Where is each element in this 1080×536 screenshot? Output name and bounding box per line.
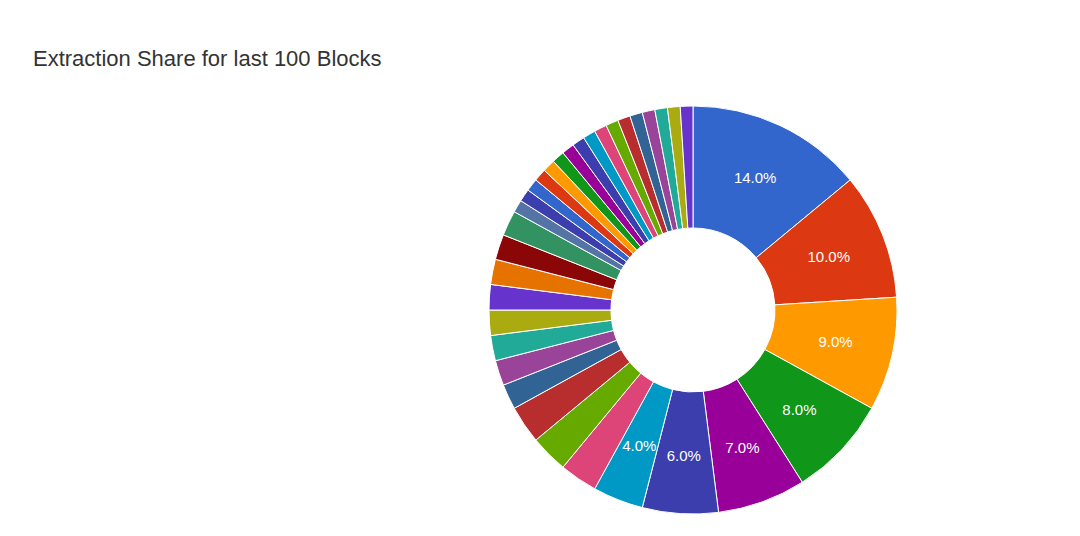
svg-text:9.0%: 9.0%: [818, 333, 852, 350]
svg-text:10.0%: 10.0%: [807, 248, 850, 265]
svg-text:Extraction Share for last 100: Extraction Share for last 100 Blocks: [33, 46, 382, 71]
svg-text:8.0%: 8.0%: [782, 401, 816, 418]
svg-text:7.0%: 7.0%: [725, 439, 759, 456]
svg-text:6.0%: 6.0%: [667, 447, 701, 464]
svg-text:4.0%: 4.0%: [622, 437, 656, 454]
svg-text:14.0%: 14.0%: [734, 169, 777, 186]
